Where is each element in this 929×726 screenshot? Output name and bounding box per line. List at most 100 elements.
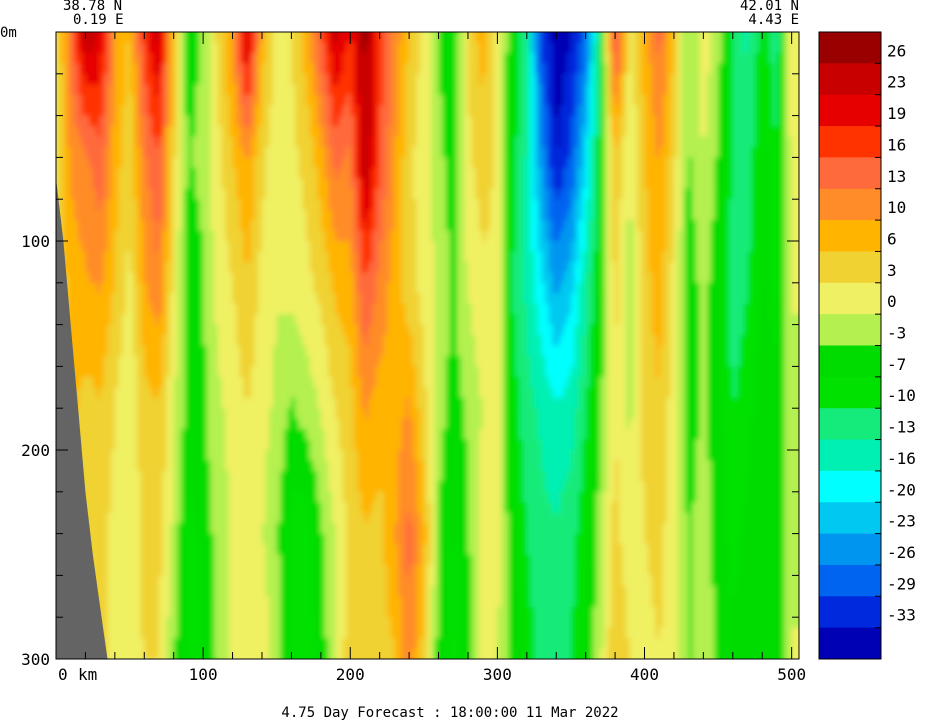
heatmap-cell — [302, 533, 307, 545]
heatmap-cell — [89, 533, 94, 545]
heatmap-cell — [239, 178, 245, 190]
heatmap-cell — [177, 502, 182, 514]
heatmap-cell — [287, 638, 293, 650]
heatmap-cell — [339, 345, 344, 357]
heatmap-cell — [170, 293, 175, 305]
heatmap-cell — [261, 73, 267, 85]
heatmap-cell — [265, 314, 270, 326]
heatmap-cell — [236, 523, 241, 535]
heatmap-cell — [70, 261, 75, 273]
heatmap-cell — [243, 481, 248, 493]
heatmap-cell — [239, 627, 245, 639]
heatmap-cell — [104, 659, 108, 670]
heatmap-cell — [247, 627, 252, 639]
heatmap-cell — [67, 42, 72, 54]
heatmap-cell — [328, 178, 333, 190]
heatmap-cell — [328, 251, 333, 263]
heatmap-cell — [67, 115, 72, 127]
heatmap-cell — [287, 648, 293, 659]
heatmap-cell — [192, 42, 197, 54]
heatmap-cell — [317, 659, 321, 670]
heatmap-cell — [177, 230, 182, 242]
heatmap-cell — [239, 418, 245, 430]
heatmap-cell — [225, 564, 230, 576]
heatmap-cell — [155, 533, 160, 545]
heatmap-cell — [335, 627, 340, 639]
heatmap-cell — [67, 669, 71, 680]
heatmap-cell — [239, 376, 245, 388]
heatmap-cell — [261, 481, 267, 493]
heatmap-cell — [236, 324, 241, 336]
heatmap-cell — [63, 52, 68, 64]
heatmap-cell — [317, 429, 322, 441]
heatmap-cell — [147, 439, 153, 451]
heatmap-cell — [210, 596, 215, 608]
heatmap-cell — [306, 52, 311, 64]
heatmap-cell — [122, 617, 127, 629]
heatmap-cell — [96, 533, 101, 545]
heatmap-cell — [320, 512, 326, 524]
heatmap-cell — [85, 251, 90, 263]
heatmap-cell — [228, 220, 234, 232]
heatmap-cell — [192, 136, 197, 148]
heatmap-cell — [287, 314, 293, 326]
heatmap-cell — [188, 251, 193, 263]
heatmap-cell — [107, 564, 112, 576]
heatmap-cell — [324, 63, 329, 75]
heatmap-cell — [339, 293, 344, 305]
heatmap-cell — [206, 544, 212, 556]
heatmap-cell — [122, 533, 127, 545]
heatmap-cell — [280, 439, 285, 451]
heatmap-cell — [166, 648, 171, 659]
heatmap-cell — [114, 366, 120, 378]
heatmap-cell — [247, 450, 252, 462]
heatmap-cell — [67, 220, 72, 232]
heatmap-cell — [214, 251, 219, 263]
heatmap-cell — [96, 167, 101, 179]
heatmap-cell — [170, 94, 175, 106]
heatmap-cell — [217, 523, 223, 535]
heatmap-cell — [96, 94, 101, 106]
heatmap-cell — [265, 596, 270, 608]
heatmap-cell — [89, 502, 94, 514]
heatmap-cell — [258, 63, 263, 75]
heatmap-cell — [295, 564, 300, 576]
heatmap-cell — [273, 115, 278, 127]
heatmap-cell — [291, 251, 296, 263]
heatmap-cell — [181, 627, 186, 639]
heatmap-cell — [67, 199, 72, 211]
heatmap-cell — [228, 42, 234, 54]
heatmap-cell — [118, 596, 123, 608]
heatmap-cell — [96, 178, 101, 190]
heatmap-cell — [247, 241, 252, 253]
heatmap-cell — [269, 345, 274, 357]
heatmap-cell — [158, 146, 164, 158]
heatmap-cell — [239, 450, 245, 462]
heatmap-cell — [96, 460, 101, 472]
heatmap-cell — [181, 345, 186, 357]
heatmap-cell — [280, 105, 285, 117]
heatmap-cell — [177, 32, 182, 33]
heatmap-cell — [269, 387, 274, 399]
heatmap-cell — [192, 564, 197, 576]
heatmap-cell — [247, 167, 252, 179]
heatmap-cell — [177, 345, 182, 357]
heatmap-cell — [273, 314, 278, 326]
heatmap-cell — [188, 366, 193, 378]
heatmap-cell — [118, 554, 123, 566]
heatmap-cell — [122, 167, 127, 179]
heatmap-cell — [74, 345, 79, 357]
heatmap-cell — [261, 523, 267, 535]
heatmap-cell — [217, 199, 223, 211]
heatmap-cell — [122, 429, 127, 441]
heatmap-cell — [181, 439, 186, 451]
heatmap-cell — [107, 585, 112, 597]
heatmap-cell — [162, 52, 167, 64]
heatmap-cell — [331, 429, 337, 441]
heatmap-cell — [89, 209, 94, 221]
heatmap-cell — [96, 42, 101, 54]
heatmap-cell — [158, 209, 164, 221]
heatmap-cell — [107, 627, 112, 639]
heatmap-cell — [78, 94, 83, 106]
heatmap-cell — [162, 554, 167, 566]
